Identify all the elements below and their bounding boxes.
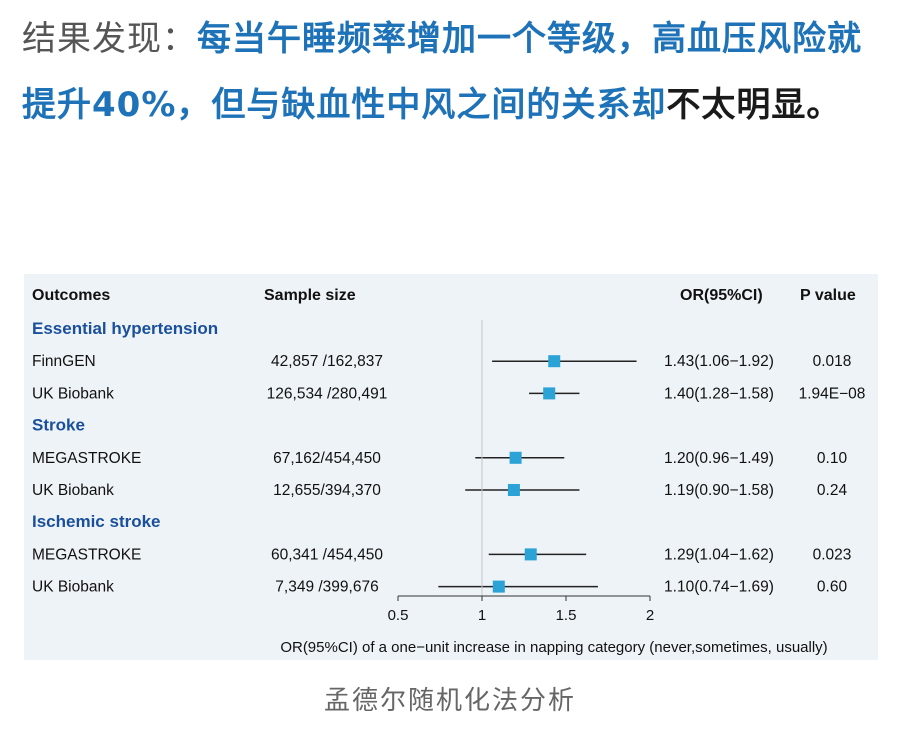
group-heading: Essential hypertension bbox=[32, 319, 218, 338]
x-tick-label: 2 bbox=[646, 607, 654, 624]
row-label: UK Biobank bbox=[32, 385, 114, 402]
row-p-value: 0.24 bbox=[817, 482, 848, 499]
row-sample-size: 7,349 /399,676 bbox=[275, 579, 378, 596]
headline-lead: 结果发现： bbox=[22, 19, 197, 59]
column-header-or: OR(95%CI) bbox=[680, 287, 763, 304]
group-heading: Ischemic stroke bbox=[32, 512, 161, 531]
or-marker bbox=[492, 580, 505, 593]
row-or-ci: 1.43(1.06−1.92) bbox=[664, 353, 774, 370]
group-heading: Stroke bbox=[32, 416, 85, 435]
or-marker bbox=[524, 548, 537, 561]
column-header-sample-size: Sample size bbox=[264, 287, 356, 304]
row-or-ci: 1.19(0.90−1.58) bbox=[664, 482, 774, 499]
row-label: UK Biobank bbox=[32, 579, 114, 596]
row-sample-size: 60,341 /454,450 bbox=[271, 546, 383, 563]
row-label: MEGASTROKE bbox=[32, 450, 141, 467]
or-marker bbox=[543, 387, 556, 400]
forest-plot-panel: Outcomes Sample size OR(95%CI) P value Essen… bbox=[24, 274, 878, 660]
row-label: UK Biobank bbox=[32, 482, 114, 499]
row-or-ci: 1.29(1.04−1.62) bbox=[664, 546, 774, 563]
row-or-ci: 1.20(0.96−1.49) bbox=[664, 450, 774, 467]
x-tick-label: 1 bbox=[478, 607, 486, 624]
row-sample-size: 12,655/394,370 bbox=[273, 482, 381, 499]
row-p-value: 0.60 bbox=[817, 579, 848, 596]
row-p-value: 0.10 bbox=[817, 450, 848, 467]
or-marker bbox=[509, 451, 522, 464]
row-label: FinnGEN bbox=[32, 353, 96, 370]
or-marker bbox=[507, 484, 520, 496]
x-tick-label: 0.5 bbox=[388, 607, 409, 624]
x-tick-label: 1.5 bbox=[556, 607, 577, 624]
row-p-value: 0.018 bbox=[813, 353, 852, 370]
or-marker bbox=[548, 355, 561, 368]
headline: 结果发现：每当午睡频率增加一个等级，高血压风险就提升40%，但与缺血性中风之间的… bbox=[22, 6, 882, 138]
column-header-outcomes: Outcomes bbox=[32, 287, 110, 304]
forest-plot: Outcomes Sample size OR(95%CI) P value Essen… bbox=[32, 287, 866, 656]
column-header-p-value: P value bbox=[800, 287, 856, 304]
row-or-ci: 1.10(0.74−1.69) bbox=[664, 579, 774, 596]
row-p-value: 0.023 bbox=[813, 546, 852, 563]
caption: 孟德尔随机化法分析 bbox=[323, 686, 576, 716]
row-sample-size: 42,857 /162,837 bbox=[271, 353, 383, 370]
row-sample-size: 126,534 /280,491 bbox=[267, 385, 388, 402]
row-or-ci: 1.40(1.28−1.58) bbox=[664, 385, 774, 402]
headline-highlight: 每当午睡频率增加一个等级，高血压风险就提升40%，但与缺血性中风之间的关系却 bbox=[22, 19, 862, 125]
row-sample-size: 67,162/454,450 bbox=[273, 450, 381, 467]
row-p-value: 1.94E−08 bbox=[799, 385, 866, 402]
row-label: MEGASTROKE bbox=[32, 546, 141, 563]
headline-tail: 不太明显。 bbox=[666, 85, 842, 125]
x-axis-label: OR(95%CI) of a one−unit increase in napp… bbox=[280, 639, 827, 656]
